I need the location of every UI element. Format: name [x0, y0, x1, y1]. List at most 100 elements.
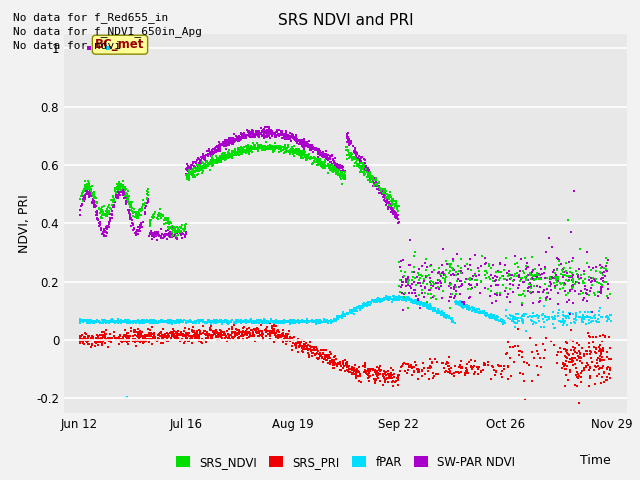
Point: [214, 156, 224, 163]
Point: [529, 318, 539, 325]
Point: [223, 154, 234, 161]
Point: [584, 367, 595, 374]
Point: [316, 159, 326, 167]
Point: [291, 148, 301, 156]
Point: [124, 198, 134, 205]
Point: [134, 334, 144, 342]
Point: [221, 319, 232, 327]
Point: [101, 326, 111, 334]
Point: [511, 319, 522, 327]
Point: [460, 302, 470, 310]
Point: [312, 318, 322, 325]
Point: [316, 159, 326, 167]
Point: [383, 295, 393, 302]
Point: [239, 317, 249, 325]
Point: [241, 148, 252, 156]
Point: [183, 317, 193, 324]
Point: [452, 262, 463, 269]
Point: [505, 272, 515, 279]
Point: [244, 317, 254, 325]
Point: [248, 129, 259, 137]
Point: [324, 161, 335, 168]
Point: [115, 192, 125, 199]
Point: [154, 335, 164, 343]
Point: [227, 336, 237, 343]
Point: [163, 318, 173, 325]
Point: [374, 183, 385, 191]
Point: [591, 267, 601, 275]
Point: [433, 309, 444, 316]
Point: [547, 274, 557, 282]
Point: [356, 302, 366, 310]
Point: [221, 142, 231, 149]
Point: [505, 355, 515, 362]
Point: [265, 318, 275, 325]
Point: [297, 153, 307, 160]
Point: [79, 192, 90, 199]
Point: [337, 312, 348, 319]
Point: [189, 318, 199, 325]
Point: [163, 333, 173, 340]
Point: [357, 165, 367, 172]
Point: [210, 156, 220, 164]
Point: [115, 180, 125, 188]
Point: [343, 147, 353, 155]
Point: [196, 335, 207, 342]
Point: [356, 153, 367, 161]
Point: [457, 299, 467, 307]
Point: [132, 336, 142, 344]
Point: [191, 317, 202, 324]
Point: [505, 298, 515, 306]
Point: [596, 269, 606, 277]
Point: [173, 317, 183, 324]
Point: [438, 311, 448, 318]
Point: [356, 302, 366, 310]
Point: [182, 318, 192, 325]
Point: [76, 332, 86, 339]
Point: [269, 319, 279, 327]
Point: [170, 332, 180, 340]
Point: [372, 368, 383, 376]
Point: [177, 330, 188, 337]
Point: [423, 365, 433, 372]
Point: [308, 349, 318, 357]
Point: [465, 304, 475, 312]
Point: [341, 361, 351, 369]
Point: [268, 130, 278, 138]
Point: [500, 319, 510, 326]
Point: [584, 339, 595, 347]
Point: [481, 267, 491, 275]
Point: [400, 289, 410, 297]
Point: [314, 159, 324, 167]
Point: [157, 317, 168, 325]
Point: [536, 364, 547, 372]
Point: [435, 264, 445, 272]
Point: [246, 326, 256, 334]
Point: [283, 132, 293, 139]
Point: [514, 291, 524, 299]
Point: [101, 331, 111, 338]
Point: [308, 148, 318, 156]
Point: [169, 318, 179, 325]
Point: [356, 166, 367, 174]
Point: [241, 331, 252, 339]
Point: [440, 278, 450, 286]
Point: [527, 318, 537, 325]
Point: [354, 377, 364, 384]
Point: [470, 306, 480, 314]
Point: [201, 338, 211, 346]
Point: [253, 317, 264, 325]
Point: [210, 157, 220, 165]
Point: [460, 369, 470, 376]
Point: [240, 317, 250, 324]
Point: [351, 303, 362, 311]
Point: [316, 155, 326, 163]
Point: [381, 294, 391, 302]
Point: [163, 220, 173, 228]
Point: [301, 345, 312, 352]
Point: [351, 152, 362, 159]
Point: [101, 207, 111, 215]
Point: [281, 131, 291, 139]
Point: [363, 166, 373, 174]
Point: [584, 274, 595, 281]
